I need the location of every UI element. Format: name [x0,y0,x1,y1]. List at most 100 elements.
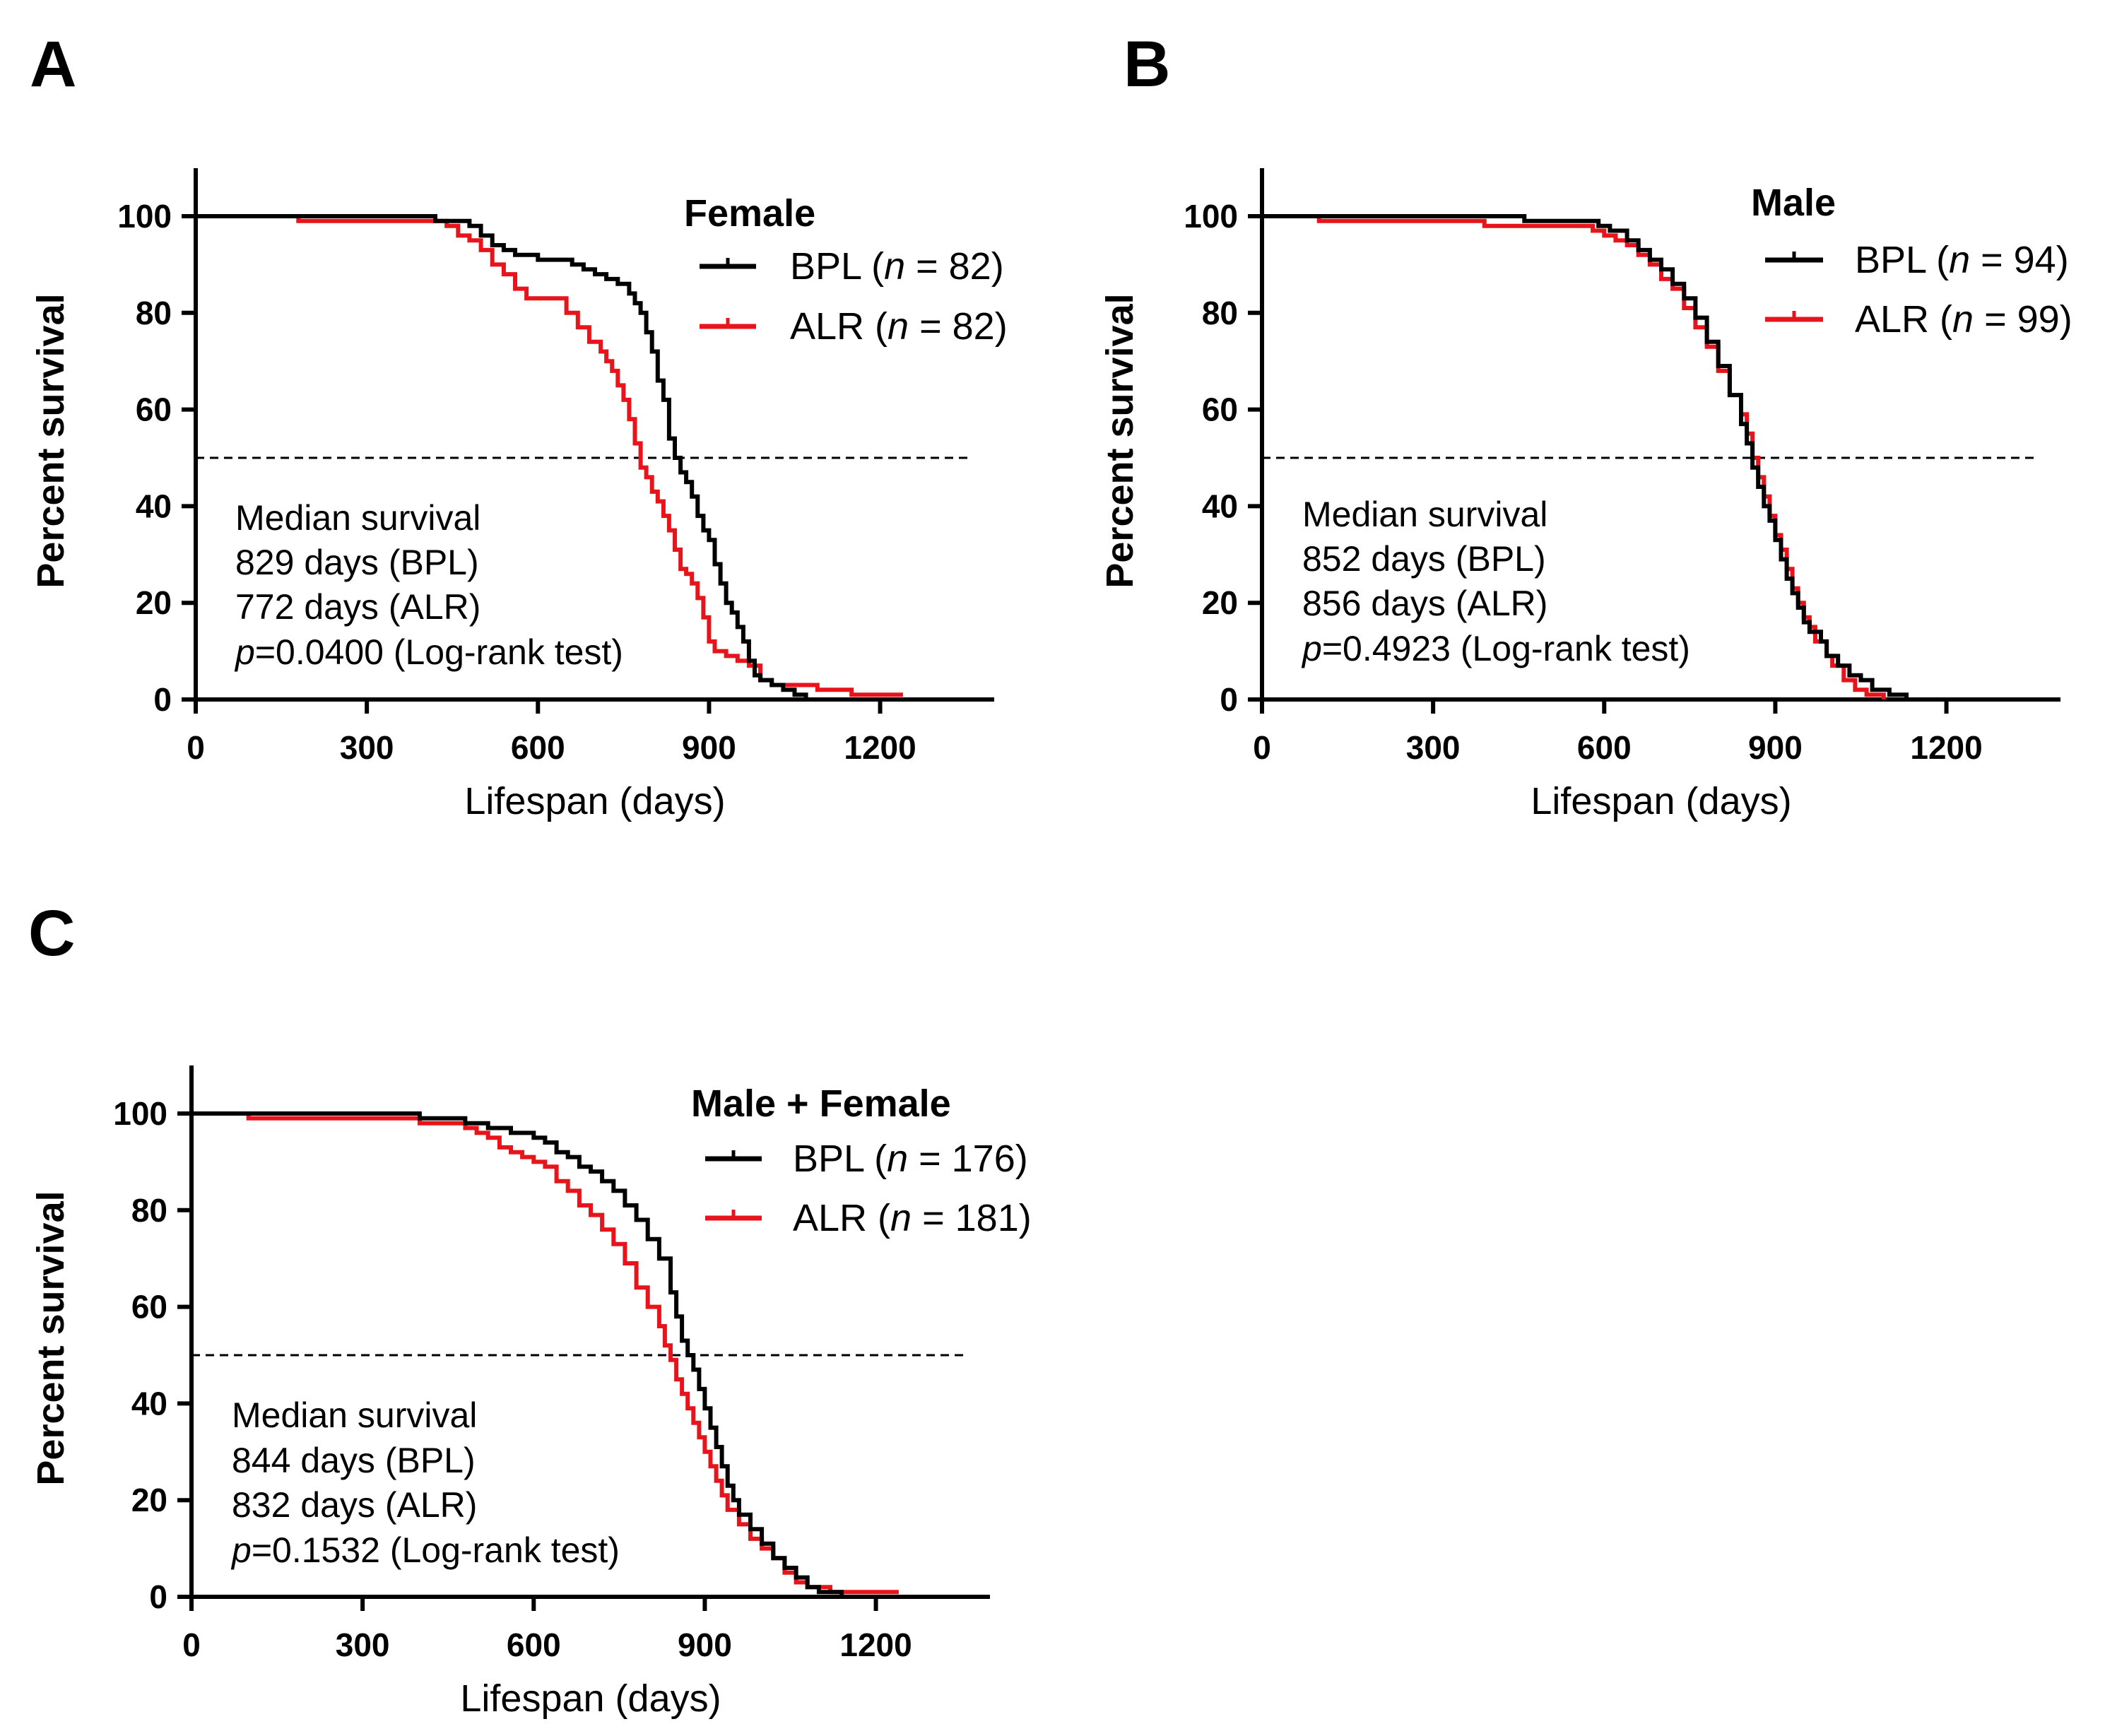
x-tick-label: 0 [187,729,205,766]
annotation-line1: Median survival [232,1395,477,1435]
legend-label-prefix: BPL ( [793,1138,887,1180]
legend-label-suffix: = 94) [1970,239,2069,281]
y-tick-label: 80 [131,1192,167,1229]
panel-letter: A [30,28,76,100]
legend-label-n: n [890,1197,912,1239]
y-tick-label: 80 [136,295,172,331]
survival-curve-bpl [196,214,808,699]
y-tick-label: 60 [131,1289,167,1325]
x-tick-label: 600 [511,729,565,766]
legend-label-prefix: ALR ( [790,305,888,348]
legend-label-n: n [1952,298,1974,341]
x-tick-label: 900 [1748,729,1803,766]
x-axis-title: Lifespan (days) [1531,780,1791,822]
x-tick-label: 300 [336,1626,390,1663]
annotation-line2: 844 days (BPL) [232,1441,476,1480]
legend-label-suffix: = 99) [1974,298,2072,341]
y-axis-title: Percent survival [1099,293,1141,588]
y-tick-label: 0 [1220,681,1238,718]
x-axis-title: Lifespan (days) [464,780,725,822]
legend-item-bpl: BPL (n = 176) [705,1138,1028,1180]
y-tick-label: 20 [136,584,172,621]
legend-label-prefix: BPL ( [790,245,884,288]
annotation-line2: 852 days (BPL) [1302,539,1546,579]
x-tick-label: 900 [682,729,736,766]
x-tick-label: 0 [1253,729,1271,766]
legend-label-prefix: BPL ( [1855,239,1949,281]
legend-item-bpl: BPL (n = 94) [1765,239,2069,281]
legend-label-n: n [884,245,905,288]
legend-label: ALR (n = 99) [1855,298,2072,341]
p-symbol: p [1301,629,1322,668]
y-axis-title: Percent survival [30,1191,72,1485]
legend-label-suffix: = 176) [908,1138,1028,1180]
y-tick-label: 100 [113,1095,167,1132]
annotation-line1: Median survival [235,498,480,538]
legend-label-prefix: ALR ( [1855,298,1952,341]
y-tick-label: 40 [131,1385,167,1422]
legend-label: BPL (n = 176) [793,1138,1028,1180]
survival-curve-alr [196,214,903,697]
x-tick-label: 300 [340,729,394,766]
annotation-p-value: p=0.0400 (Log-rank test) [234,632,623,672]
legend-title: Male + Female [691,1082,951,1125]
legend-title: Female [684,192,815,235]
survival-curve-bpl [1262,214,1909,699]
legend-label-prefix: ALR ( [793,1197,890,1239]
x-tick-label: 600 [1577,729,1632,766]
x-tick-label: 900 [678,1626,732,1663]
p-symbol: p [230,1530,252,1570]
x-tick-label: 0 [182,1626,201,1663]
median-survival-annotation: Median survival 844 days (BPL) 832 days (A… [230,1395,620,1570]
legend-label-suffix: = 181) [912,1197,1032,1239]
legend-item-alr: ALR (n = 181) [705,1197,1032,1239]
legend-label: BPL (n = 82) [790,245,1004,288]
x-tick-label: 1200 [839,1626,912,1663]
annotation-p-value: p=0.4923 (Log-rank test) [1301,629,1690,668]
annotation-p-value: p=0.1532 (Log-rank test) [230,1530,620,1570]
annotation-line3: 772 days (ALR) [235,587,480,627]
x-tick-label: 1200 [1910,729,1982,766]
panel-letter: C [28,897,75,969]
y-tick-label: 80 [1202,295,1238,331]
legend-label: ALR (n = 181) [793,1197,1032,1239]
legend-label: BPL (n = 94) [1855,239,2069,281]
annotation-line3: 856 days (ALR) [1302,584,1547,623]
y-tick-label: 60 [1202,391,1238,428]
y-tick-label: 40 [136,488,172,524]
legend-label: ALR (n = 82) [790,305,1008,348]
legend-label-n: n [887,1138,908,1180]
annotation-line2: 829 days (BPL) [235,543,479,582]
x-axis-title: Lifespan (days) [460,1677,721,1720]
y-tick-label: 40 [1202,488,1238,524]
panel-letter: B [1124,28,1170,100]
legend-item-bpl: BPL (n = 82) [700,245,1004,288]
x-tick-label: 300 [1406,729,1461,766]
annotation-line1: Median survival [1302,495,1547,534]
annotation-line3: 832 days (ALR) [232,1485,477,1525]
legend-label-suffix: = 82) [905,245,1004,288]
y-tick-label: 20 [131,1482,167,1518]
y-tick-label: 100 [117,198,172,235]
y-axis-title: Percent survival [30,293,72,588]
chart-panel-a: A 0 20 40 60 80 100 0 300 600 900 1200 Lifespan (day… [30,28,1008,822]
survival-curve-bpl [191,1111,844,1597]
p-value-text: =0.1532 (Log-rank test) [252,1530,620,1570]
legend-label-n: n [888,305,909,348]
y-tick-label: 20 [1202,584,1238,621]
chart-panel-c: C 0 20 40 60 80 100 0 300 600 900 1200 Lifespan (day… [28,897,1032,1720]
x-tick-label: 600 [507,1626,561,1663]
p-symbol: p [234,632,255,672]
y-tick-label: 0 [153,681,172,718]
legend-label-suffix: = 82) [909,305,1008,348]
y-tick-label: 60 [136,391,172,428]
legend-item-alr: ALR (n = 99) [1765,298,2072,341]
legend-item-alr: ALR (n = 82) [700,305,1008,348]
chart-panel-b: B 0 20 40 60 80 100 0 300 600 900 1200 Lifespan (day… [1099,28,2072,822]
p-value-text: =0.4923 (Log-rank test) [1322,629,1690,668]
median-survival-annotation: Median survival 829 days (BPL) 772 days (A… [234,498,623,672]
p-value-text: =0.0400 (Log-rank test) [255,632,623,672]
y-tick-label: 100 [1184,198,1238,235]
y-tick-label: 0 [149,1578,167,1615]
